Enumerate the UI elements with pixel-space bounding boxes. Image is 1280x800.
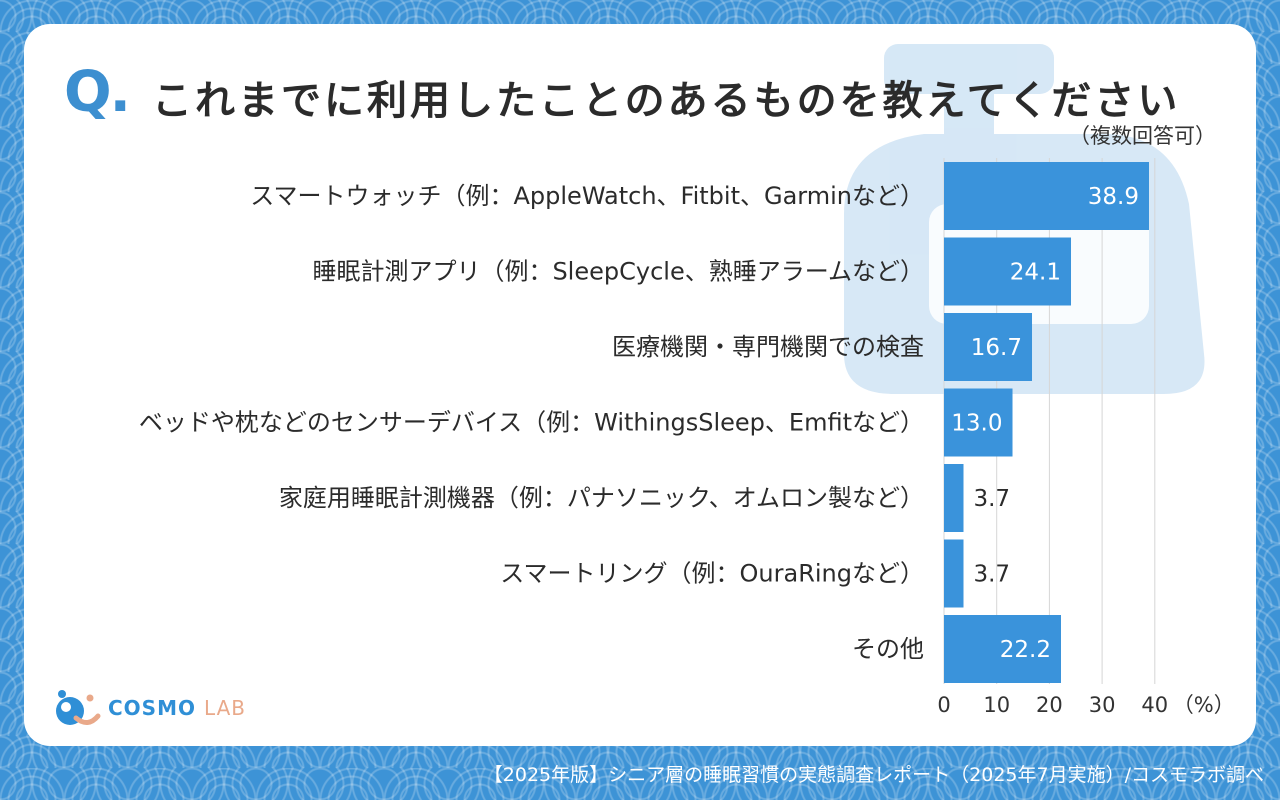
data-label: 38.9 — [1088, 184, 1139, 210]
data-label: 22.2 — [1000, 637, 1051, 663]
category-label: 家庭用睡眠計測機器（例：パナソニック、オムロン製など） — [279, 484, 924, 512]
data-label: 24.1 — [1010, 260, 1061, 286]
bar — [944, 615, 1061, 683]
category-label: ベッドや枕などのセンサーデバイス（例：WithingsSleep、Emfitなど… — [139, 409, 924, 437]
category-label: 睡眠計測アプリ（例：SleepCycle、熟睡アラームなど） — [312, 258, 924, 286]
category-label: スマートウォッチ（例：AppleWatch、Fitbit、Garminなど） — [250, 182, 924, 210]
x-tick-label: 20 — [1036, 693, 1063, 717]
logo-wordmark: COSMO LAB — [108, 696, 246, 720]
category-label: その他 — [852, 635, 924, 663]
bar — [944, 162, 1150, 230]
cosmo-lab-logo: COSMO LAB — [48, 688, 246, 728]
bar-chart: 0 10 20 30 40 （%） スマートウォッチ（例：AppleWatch、Fitbit… — [139, 158, 1235, 717]
bar — [944, 237, 1072, 306]
bar — [944, 539, 964, 608]
question-mark-label: Q. — [64, 60, 131, 125]
data-label: 13.0 — [951, 411, 1002, 437]
logo-main-text: COSMO — [108, 696, 196, 720]
x-tick-label: 30 — [1089, 693, 1116, 717]
x-tick-label: 10 — [983, 693, 1010, 717]
bar — [944, 388, 1013, 457]
data-label: 16.7 — [971, 335, 1022, 361]
data-label: 3.7 — [973, 486, 1010, 512]
question-title: これまでに利用したことのあるものを教えてください — [152, 78, 1181, 124]
x-tick-label: 40 — [1141, 693, 1168, 717]
footer-credit: 【2025年版】シニア層の睡眠習慣の実態調査レポート（2025年7月実施）/コス… — [483, 764, 1264, 786]
chart-card: Q. これまでに利用したことのあるものを教えてください （複数回答可） 0 10 2… — [24, 24, 1256, 746]
category-label: 医療機関・専門機関での検査 — [612, 333, 924, 361]
bar — [944, 313, 1033, 381]
x-unit-label: （%） — [1173, 693, 1235, 717]
multiple-answer-note: （複数回答可） — [1069, 124, 1216, 148]
data-label: 3.7 — [973, 562, 1010, 588]
logo-sub-text: LAB — [203, 696, 246, 720]
x-tick-label: 0 — [937, 693, 950, 717]
logo-mark-icon — [56, 690, 101, 725]
bar — [944, 464, 964, 532]
category-label: スマートリング（例：OuraRingなど） — [500, 560, 924, 588]
